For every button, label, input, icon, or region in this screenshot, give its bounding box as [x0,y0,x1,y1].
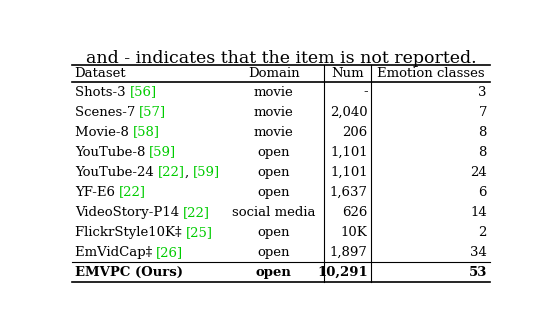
Text: and - indicates that the item is not reported.: and - indicates that the item is not rep… [85,50,476,67]
Text: movie: movie [254,126,294,139]
Text: [22]: [22] [158,166,185,179]
Text: [22]: [22] [183,206,210,219]
Text: ,: , [185,166,193,179]
Text: [56]: [56] [129,86,157,98]
Text: EMVPC (Ours): EMVPC (Ours) [75,266,182,279]
Text: 7: 7 [478,106,487,119]
Text: Movie-8: Movie-8 [75,126,133,139]
Text: 8: 8 [478,126,487,139]
Text: YF-E6: YF-E6 [75,186,119,199]
Text: Scenes-7: Scenes-7 [75,106,139,119]
Text: open: open [256,266,292,279]
Text: [59]: [59] [149,145,176,158]
Text: movie: movie [254,86,294,98]
Text: social media: social media [232,206,316,219]
Text: [22]: [22] [119,186,146,199]
Text: Emotion classes: Emotion classes [376,67,484,80]
Text: 8: 8 [478,145,487,158]
Text: -: - [363,86,368,98]
Text: movie: movie [254,106,294,119]
Text: Domain: Domain [248,67,300,80]
Text: [26]: [26] [156,246,184,259]
Text: YouTube-24: YouTube-24 [75,166,158,179]
Text: Shots-3: Shots-3 [75,86,129,98]
Text: 10,291: 10,291 [317,266,368,279]
Text: 2: 2 [478,226,487,239]
Text: 626: 626 [342,206,368,219]
Text: 6: 6 [478,186,487,199]
Text: 1,101: 1,101 [330,166,368,179]
Text: 10K: 10K [341,226,368,239]
Text: open: open [258,226,290,239]
Text: FlickrStyle10K‡: FlickrStyle10K‡ [75,226,186,239]
Text: 1,897: 1,897 [330,246,368,259]
Text: 14: 14 [470,206,487,219]
Text: VideoStory-P14: VideoStory-P14 [75,206,183,219]
Text: open: open [258,145,290,158]
Text: open: open [258,246,290,259]
Text: 206: 206 [342,126,368,139]
Text: [25]: [25] [186,226,213,239]
Text: 1,101: 1,101 [330,145,368,158]
Text: [58]: [58] [133,126,160,139]
Text: EmVidCap‡: EmVidCap‡ [75,246,156,259]
Text: YouTube-8: YouTube-8 [75,145,149,158]
Text: 1,637: 1,637 [330,186,368,199]
Text: Dataset: Dataset [75,67,127,80]
Text: 2,040: 2,040 [330,106,368,119]
Text: [59]: [59] [193,166,220,179]
Text: open: open [258,186,290,199]
Text: open: open [258,166,290,179]
Text: 53: 53 [469,266,487,279]
Text: 3: 3 [478,86,487,98]
Text: 24: 24 [470,166,487,179]
Text: Num: Num [331,67,364,80]
Text: 34: 34 [470,246,487,259]
Text: [57]: [57] [139,106,167,119]
